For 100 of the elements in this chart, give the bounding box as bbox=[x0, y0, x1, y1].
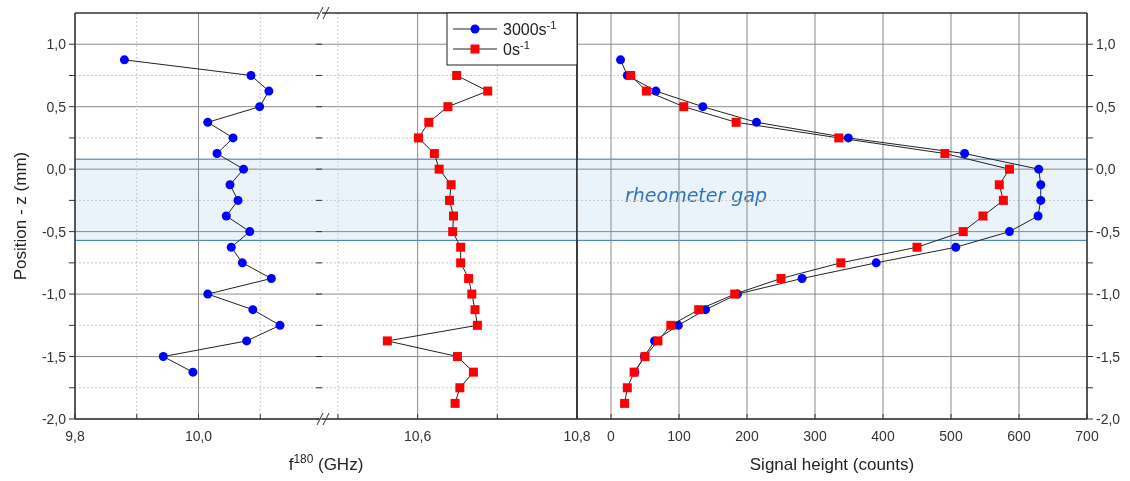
y-tick-label: 0,0 bbox=[46, 161, 67, 178]
point bbox=[797, 273, 807, 283]
x-tick-label: 200 bbox=[735, 428, 759, 444]
point bbox=[264, 86, 274, 96]
point bbox=[446, 180, 456, 190]
point bbox=[679, 102, 689, 112]
point bbox=[912, 242, 922, 252]
point bbox=[776, 273, 786, 283]
point bbox=[1036, 195, 1046, 205]
point bbox=[245, 227, 255, 237]
x-tick-label: 0 bbox=[607, 428, 616, 444]
point bbox=[960, 149, 970, 159]
point bbox=[424, 117, 434, 127]
point bbox=[237, 258, 247, 268]
y-tick-label: -1,0 bbox=[1096, 286, 1121, 303]
point bbox=[620, 398, 630, 408]
point bbox=[275, 320, 285, 330]
point bbox=[1033, 211, 1043, 221]
x-tick-label: 10,8 bbox=[563, 428, 591, 444]
point bbox=[225, 180, 235, 190]
point bbox=[158, 352, 168, 362]
point bbox=[834, 133, 844, 143]
y-tick-label: 1,0 bbox=[1096, 36, 1116, 53]
point bbox=[698, 102, 708, 112]
point bbox=[467, 289, 477, 299]
point bbox=[266, 273, 276, 283]
point bbox=[434, 164, 444, 174]
point bbox=[994, 180, 1004, 190]
point bbox=[468, 367, 478, 377]
y-tick-label: 1,0 bbox=[46, 36, 67, 53]
x-tick-label: 500 bbox=[939, 428, 963, 444]
point bbox=[452, 352, 462, 362]
y-tick-label: -2,0 bbox=[41, 411, 67, 427]
x-tick-label: 10,6 bbox=[404, 428, 432, 444]
x-tick-label: 100 bbox=[667, 428, 691, 444]
point bbox=[239, 164, 249, 174]
point bbox=[1004, 227, 1014, 237]
point bbox=[616, 55, 626, 65]
point bbox=[429, 149, 439, 159]
point bbox=[483, 86, 493, 96]
point bbox=[472, 320, 482, 330]
point bbox=[450, 398, 460, 408]
point bbox=[242, 336, 252, 346]
point bbox=[731, 117, 741, 127]
y-tick-label: -0,5 bbox=[1096, 223, 1121, 240]
legend-label: 3000s$^{-1}$ bbox=[503, 19, 557, 38]
point bbox=[666, 320, 676, 330]
x-tick-label: 700 bbox=[1075, 428, 1099, 444]
x-tick-label: 10,0 bbox=[184, 428, 213, 444]
point bbox=[1036, 180, 1046, 190]
point bbox=[641, 86, 651, 96]
y-tick-label: 0,5 bbox=[1096, 98, 1116, 115]
x-axis-title: f$^{180}$ (GHz) bbox=[288, 452, 364, 474]
y-tick-label: 0,0 bbox=[1096, 161, 1116, 178]
point bbox=[464, 273, 474, 283]
point bbox=[212, 149, 222, 159]
point bbox=[626, 70, 636, 80]
point bbox=[958, 227, 968, 237]
point bbox=[246, 70, 256, 80]
point bbox=[456, 242, 466, 252]
point bbox=[203, 289, 213, 299]
point bbox=[1034, 164, 1044, 174]
point bbox=[1004, 164, 1014, 174]
y-tick-label: -1,0 bbox=[41, 286, 67, 303]
point bbox=[233, 195, 243, 205]
point bbox=[248, 305, 258, 315]
point bbox=[413, 133, 423, 143]
point bbox=[470, 305, 480, 315]
x-tick-label: 9,8 bbox=[65, 428, 85, 444]
point bbox=[836, 258, 846, 268]
point bbox=[622, 383, 632, 393]
point bbox=[951, 242, 961, 252]
point bbox=[998, 195, 1008, 205]
point bbox=[940, 149, 950, 159]
point bbox=[203, 117, 213, 127]
point bbox=[221, 211, 231, 221]
point bbox=[255, 102, 265, 112]
y-axis-title: Position - z (mm) bbox=[11, 151, 30, 281]
y-tick-label: -2,0 bbox=[1096, 411, 1121, 427]
point bbox=[456, 258, 466, 268]
point bbox=[443, 102, 453, 112]
point bbox=[188, 367, 198, 377]
band-label: rheometer gap bbox=[625, 183, 768, 206]
point bbox=[382, 336, 392, 346]
point bbox=[455, 383, 465, 393]
x-tick-label: 300 bbox=[803, 428, 827, 444]
point bbox=[978, 211, 988, 221]
y-tick-label: 0,5 bbox=[46, 98, 67, 115]
point bbox=[694, 305, 704, 315]
point bbox=[228, 133, 238, 143]
x-tick-label: 400 bbox=[871, 428, 895, 444]
point bbox=[119, 55, 129, 65]
point bbox=[452, 70, 462, 80]
point bbox=[445, 195, 454, 205]
x-tick-label: 600 bbox=[1007, 428, 1031, 444]
y-tick-label: -1,5 bbox=[41, 348, 67, 365]
x-axis-title: Signal height (counts) bbox=[749, 455, 915, 474]
point bbox=[448, 227, 458, 237]
y-tick-label: -0,5 bbox=[41, 223, 67, 240]
point bbox=[226, 242, 236, 252]
